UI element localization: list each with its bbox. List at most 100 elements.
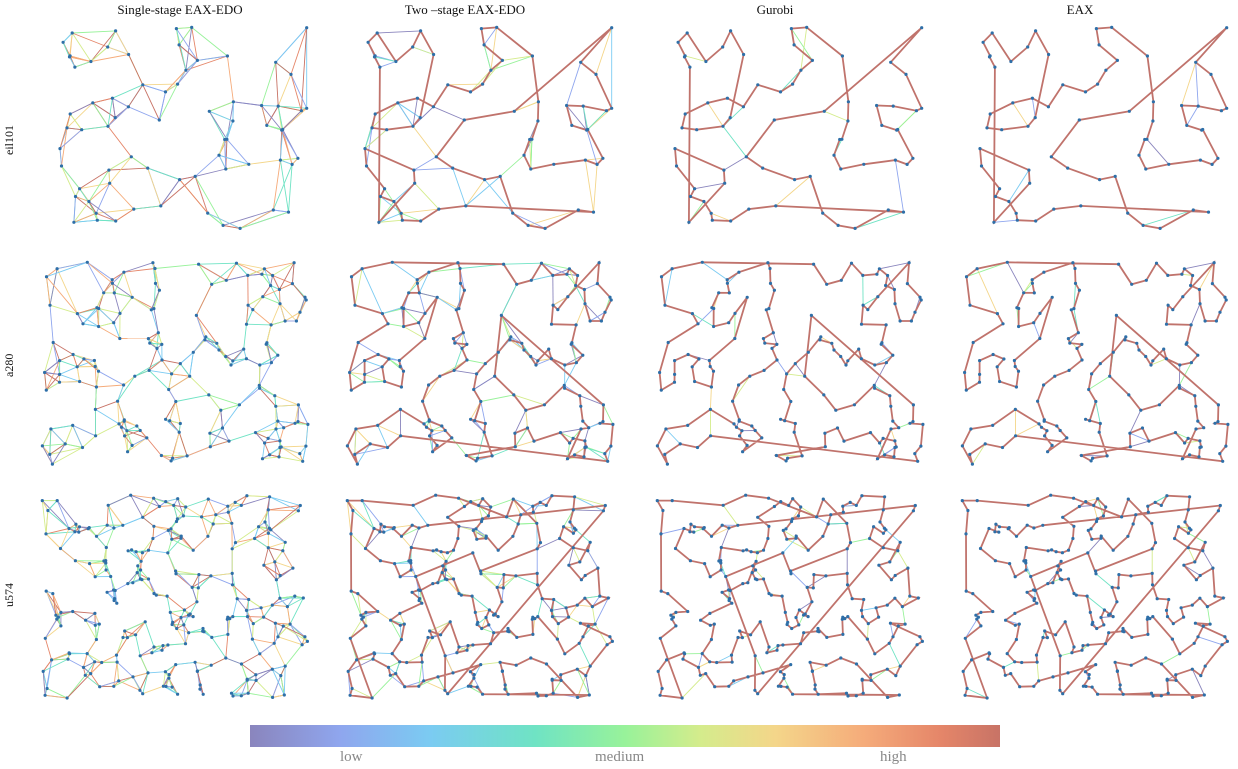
node	[1020, 660, 1024, 665]
column-title-eax: EAX	[1066, 2, 1094, 17]
node	[97, 324, 101, 329]
edge	[225, 356, 232, 366]
node	[1223, 635, 1227, 639]
edge	[261, 273, 273, 276]
node	[1147, 439, 1151, 443]
node	[465, 648, 469, 652]
node	[892, 287, 896, 292]
node	[690, 312, 694, 316]
edge	[901, 606, 906, 625]
node	[1144, 278, 1148, 282]
node	[1199, 445, 1203, 449]
node	[1165, 494, 1169, 498]
edge	[118, 676, 134, 682]
node	[1209, 72, 1213, 76]
edge	[142, 506, 160, 518]
node	[1141, 223, 1145, 227]
node	[214, 513, 218, 517]
edge	[239, 209, 274, 229]
node	[1025, 590, 1029, 594]
node	[191, 548, 195, 552]
node	[965, 686, 969, 691]
edge	[112, 282, 133, 298]
node	[226, 632, 230, 636]
node	[663, 303, 667, 307]
node	[689, 522, 693, 526]
node	[160, 358, 164, 362]
edge	[128, 84, 144, 108]
node	[760, 436, 764, 440]
node	[349, 532, 353, 536]
edge	[262, 296, 281, 305]
node	[451, 577, 456, 581]
edge	[178, 44, 198, 61]
edge	[364, 360, 383, 368]
edge	[64, 425, 74, 445]
edge	[272, 668, 282, 676]
edge	[408, 279, 418, 294]
node	[897, 693, 901, 697]
node	[457, 496, 461, 500]
edge	[167, 643, 186, 646]
edge	[191, 574, 200, 588]
node	[378, 194, 383, 199]
node	[1216, 403, 1220, 407]
edge	[117, 375, 136, 402]
edge	[520, 505, 534, 516]
edge	[72, 425, 83, 448]
edge	[263, 616, 276, 624]
edge	[113, 676, 134, 687]
node	[121, 635, 125, 640]
node	[1034, 29, 1038, 33]
node	[802, 631, 806, 635]
node	[74, 522, 78, 526]
edge	[194, 154, 220, 177]
edge	[1015, 423, 1040, 437]
node	[606, 596, 610, 600]
node	[181, 514, 185, 518]
edge	[591, 606, 596, 625]
node	[40, 499, 44, 503]
edge	[277, 636, 303, 646]
edge	[575, 303, 586, 326]
edge	[123, 375, 136, 386]
node	[728, 597, 732, 601]
edge	[167, 539, 173, 554]
node	[411, 503, 415, 507]
edge	[86, 639, 97, 654]
edge	[154, 263, 199, 269]
edge	[99, 680, 119, 688]
node	[981, 40, 985, 44]
node	[1221, 459, 1225, 463]
node	[1071, 536, 1075, 541]
node	[571, 508, 575, 512]
node	[1216, 156, 1220, 160]
node	[889, 578, 893, 582]
node	[886, 695, 890, 699]
node	[398, 575, 402, 579]
node	[1220, 643, 1224, 647]
node	[663, 452, 667, 456]
edge	[232, 101, 234, 122]
edge	[794, 363, 806, 377]
edge	[247, 296, 264, 306]
edge	[499, 154, 525, 177]
node	[968, 452, 972, 456]
node	[1005, 652, 1009, 656]
edge	[112, 97, 129, 108]
node	[106, 124, 110, 128]
edge	[351, 688, 373, 699]
edge	[282, 110, 302, 130]
node	[141, 83, 145, 87]
node	[1050, 443, 1054, 447]
edge	[68, 526, 80, 529]
node	[370, 126, 374, 130]
edge	[879, 262, 910, 270]
node	[296, 509, 300, 513]
node	[506, 692, 510, 696]
node	[1108, 374, 1112, 378]
edge	[1085, 498, 1098, 503]
node	[512, 393, 516, 397]
edge	[73, 212, 97, 223]
edge	[97, 219, 116, 222]
